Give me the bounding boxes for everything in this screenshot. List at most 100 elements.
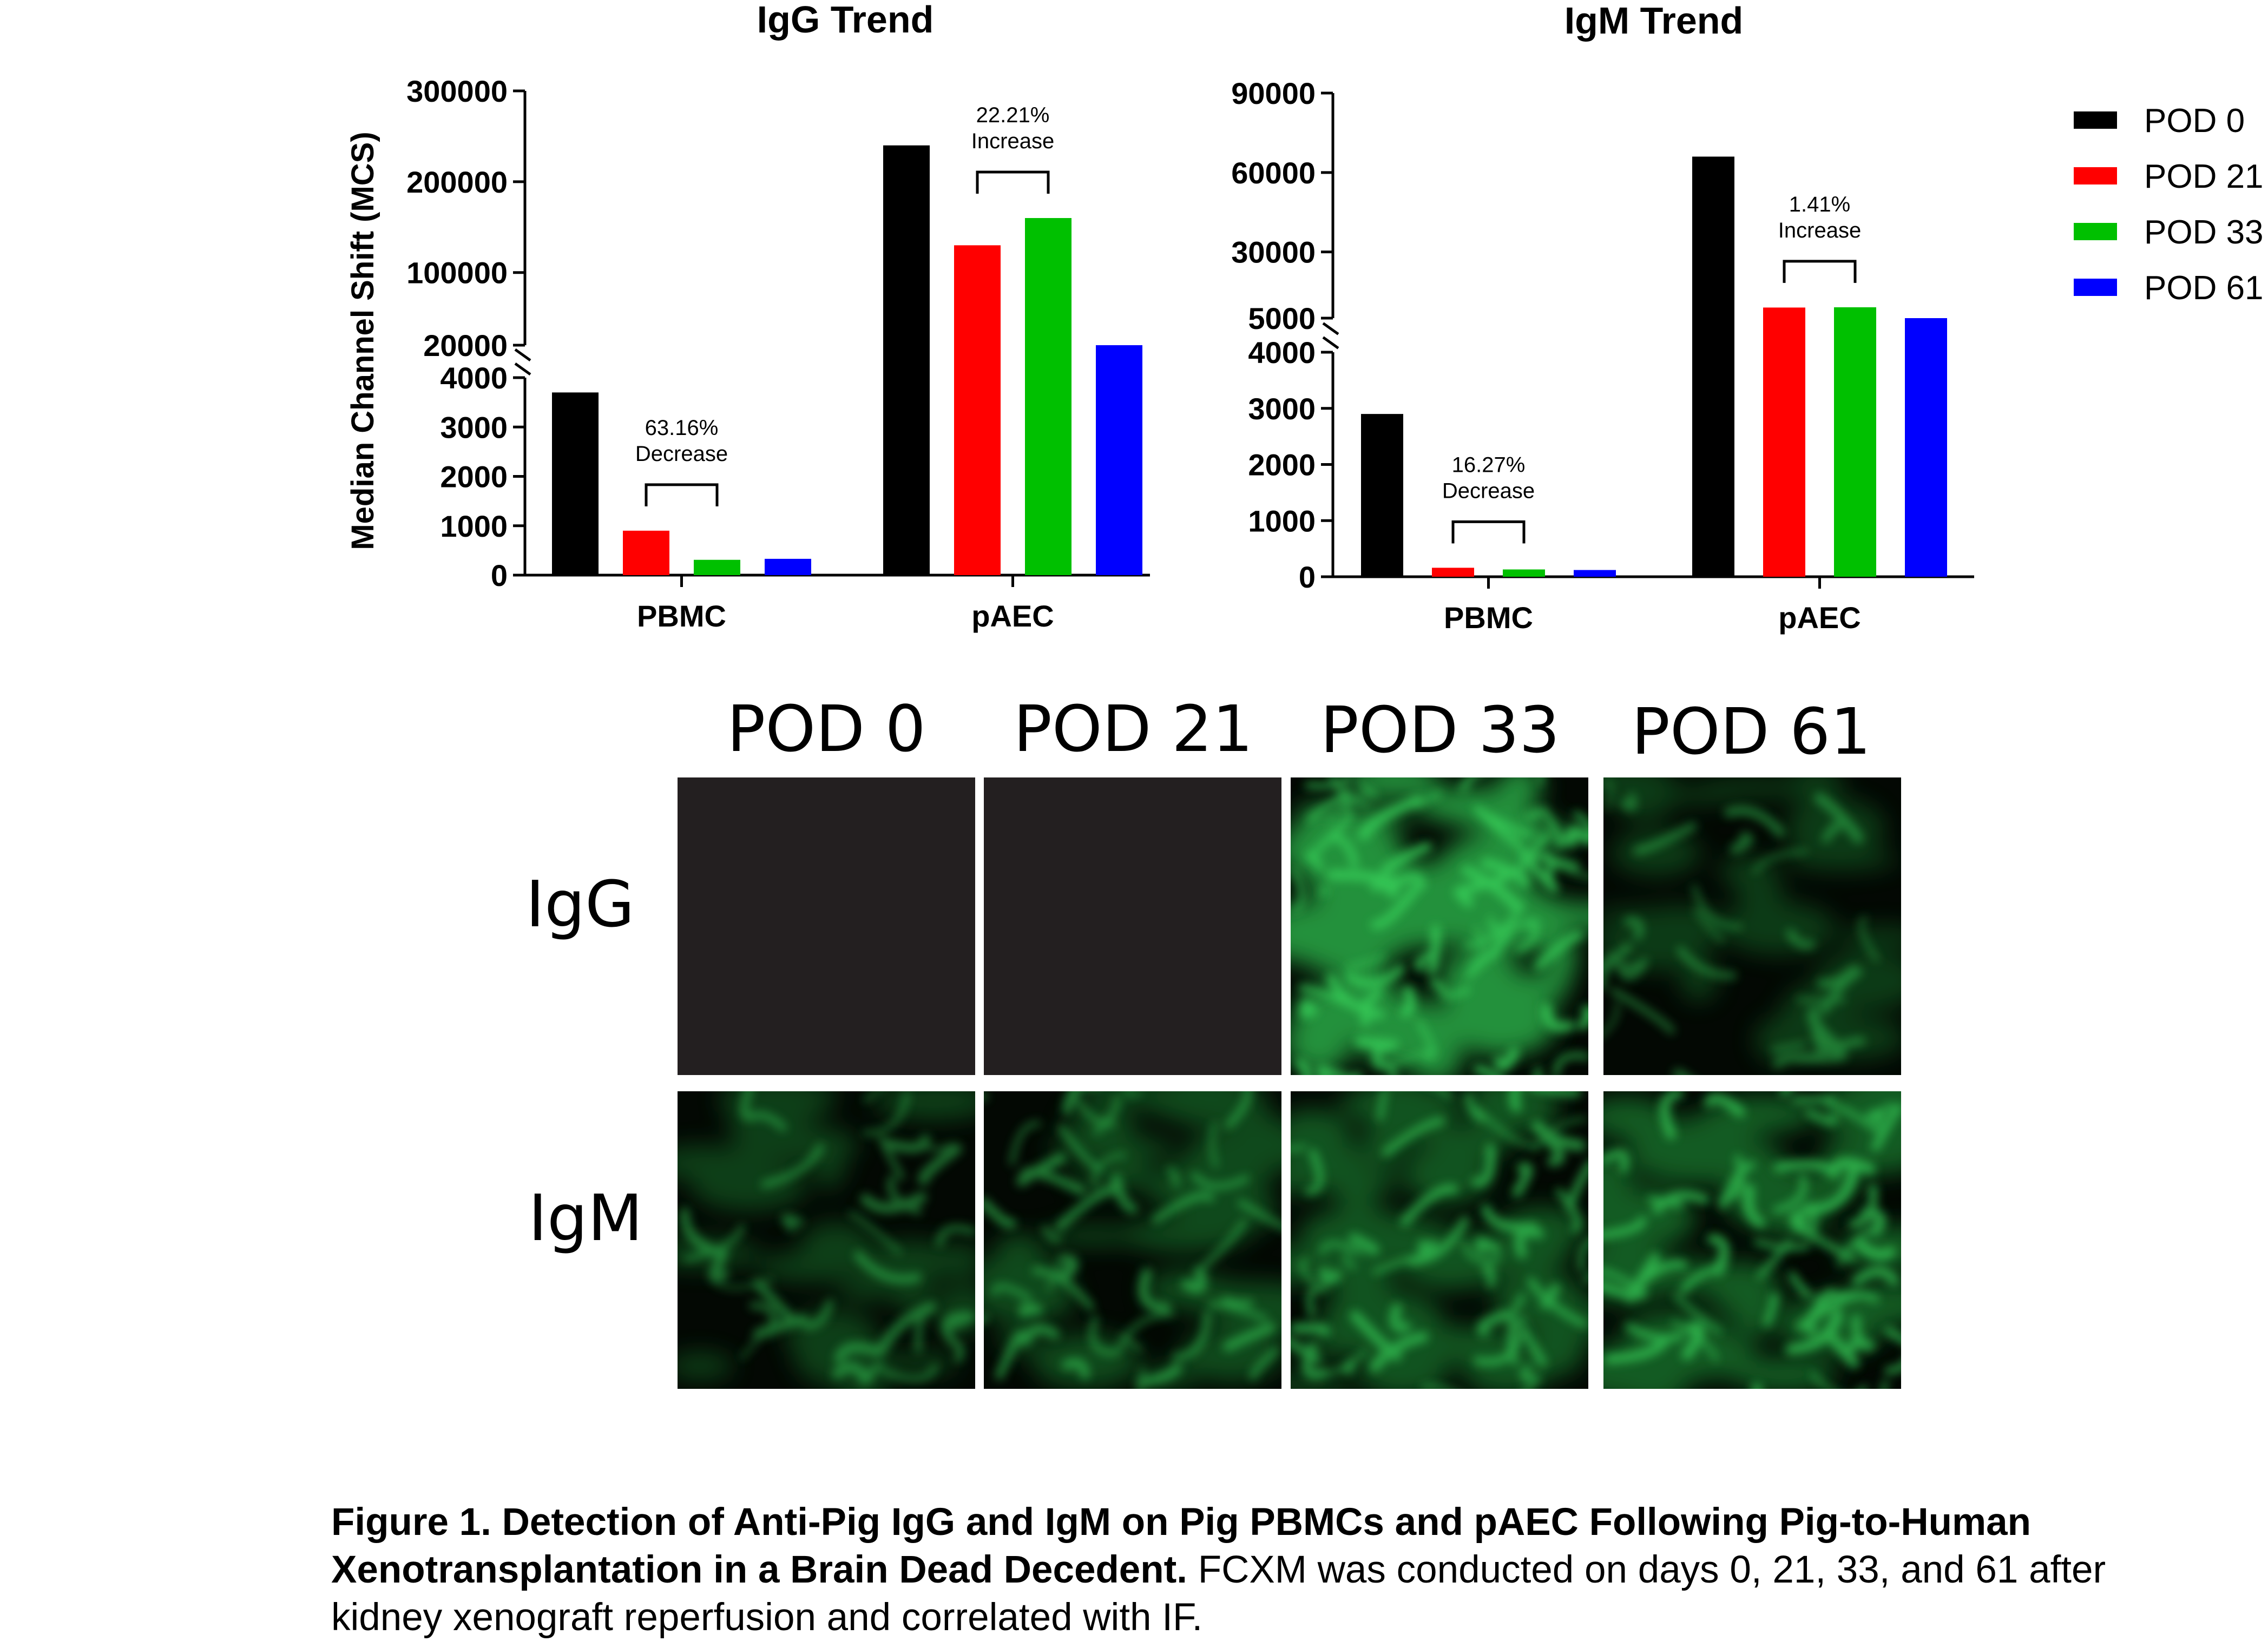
bar: [954, 245, 1001, 575]
annotation-label: Increase: [971, 129, 1054, 153]
tissue-region: [755, 1253, 863, 1282]
tissue-strand: [1223, 1323, 1276, 1352]
tissue-region: [1603, 908, 1681, 925]
bar: [1361, 414, 1403, 577]
annotation-bracket: [645, 483, 719, 506]
tissue-strand: [1345, 965, 1405, 987]
bar: [1834, 307, 1876, 577]
tissue-region: [1755, 1018, 1804, 1063]
tissue-strand: [1792, 1212, 1804, 1232]
tissue-strands: [1291, 1091, 1588, 1389]
tissue-strand: [1138, 1268, 1171, 1313]
tissue-region: [1297, 805, 1342, 828]
tissue-strand: [1358, 988, 1382, 1010]
tissue-strand: [1112, 1174, 1138, 1214]
tissue-strand: [1820, 967, 1863, 1014]
tissue-strand: [1474, 1338, 1522, 1366]
axis-break-mark: [1322, 322, 1339, 335]
tissue-strand: [1603, 1282, 1647, 1300]
tissue-strand: [781, 1214, 804, 1232]
tissue-strand: [1467, 926, 1483, 965]
image-content: [1603, 777, 1901, 1075]
caption-bold: Figure 1. Detection of Anti-Pig IgG and …: [331, 1501, 2031, 1591]
tissue-strand: [1565, 1161, 1588, 1211]
bar: [1432, 568, 1474, 577]
column-header: POD 21: [1014, 691, 1253, 766]
tissue-strand: [1508, 1294, 1525, 1339]
tissue-strand: [1526, 1383, 1535, 1389]
tissue-strand: [1527, 1277, 1587, 1328]
tissue-strand: [1345, 954, 1385, 969]
tissue-strand: [1291, 867, 1304, 914]
chart-title: IgM Trend: [1564, 0, 1744, 42]
tissue-strand: [1805, 1109, 1837, 1125]
x-tick-label: PBMC: [637, 599, 726, 633]
tissue-strands: [1291, 777, 1588, 1075]
tissue-strand: [1789, 1271, 1812, 1299]
tissue-strand: [1534, 1117, 1587, 1152]
tissue-strand: [1299, 999, 1318, 1019]
tissue-strand: [1308, 788, 1353, 823]
tissue-strand: [1417, 1020, 1435, 1061]
tissue-strand: [1475, 1237, 1501, 1254]
tissue-strand: [876, 1302, 936, 1354]
tissue-strand: [1603, 1268, 1633, 1286]
tissue-strand: [1306, 850, 1323, 872]
image-content: [1291, 777, 1588, 1075]
tissue-strand: [1344, 1253, 1356, 1269]
tissue-strand: [1062, 1358, 1090, 1380]
bar: [1763, 307, 1805, 577]
tissue-strand: [1400, 1184, 1458, 1227]
tissue-strand: [1553, 1053, 1588, 1075]
fluorescence-image: [678, 777, 975, 1075]
bar: [694, 559, 740, 575]
tissue-strand: [1314, 811, 1354, 853]
tissue-strand: [1465, 929, 1513, 978]
tissue-strand: [1222, 1296, 1253, 1307]
tissue-strand: [1299, 1258, 1317, 1285]
bar: [883, 145, 930, 575]
y-tick-label: 100000: [406, 256, 508, 290]
image-background: [984, 777, 1281, 1075]
tissue-strand: [1430, 979, 1442, 990]
tissue-strand: [1358, 795, 1423, 840]
legend-swatch: [2074, 223, 2117, 240]
caption-text: FCXM was conducted on days 0, 21, 33, an…: [331, 1548, 2106, 1639]
annotation-bracket: [1451, 520, 1526, 544]
tissue-strand: [1042, 1225, 1062, 1242]
tissue-strands: [679, 1091, 975, 1385]
tissue-strand: [1481, 1204, 1538, 1232]
tissue-strand: [1327, 833, 1358, 868]
tissue-strand: [708, 1256, 729, 1282]
y-tick-label: 300000: [406, 74, 508, 108]
tissue-region: [1320, 1146, 1366, 1178]
tissue-strand: [1825, 1100, 1879, 1133]
legend-label: POD 21: [2144, 158, 2264, 195]
y-tick-label: 20000: [423, 328, 508, 362]
tissue-region: [717, 1144, 771, 1178]
tissue-strand: [1021, 1168, 1086, 1195]
tissue-strand: [711, 1277, 773, 1290]
tissue-strand: [1546, 860, 1588, 879]
tissue-strand: [1456, 871, 1510, 895]
image-content: [678, 777, 975, 1075]
tissue-strand: [1773, 1160, 1838, 1179]
tissue-strand: [1603, 780, 1613, 810]
tissue-strand: [1482, 1264, 1495, 1288]
tissue-region: [1410, 1041, 1462, 1075]
tissue-strand: [1871, 1103, 1901, 1151]
tissue-region: [1077, 1091, 1180, 1106]
tissue-region: [743, 1126, 859, 1164]
tissue-strand: [1371, 886, 1419, 930]
tissue-strand: [1460, 777, 1476, 793]
tissue-strand: [984, 1197, 1016, 1229]
tissue-strand: [1358, 780, 1378, 798]
tissue-strand: [1875, 1103, 1894, 1131]
tissue-strand: [1625, 1323, 1684, 1342]
tissue-strands: [1603, 780, 1879, 1075]
tissue-strand: [1135, 1363, 1182, 1388]
tissue-region: [892, 1275, 932, 1314]
tissue-strand: [1092, 1152, 1126, 1188]
tissue-strand: [1794, 1053, 1848, 1064]
